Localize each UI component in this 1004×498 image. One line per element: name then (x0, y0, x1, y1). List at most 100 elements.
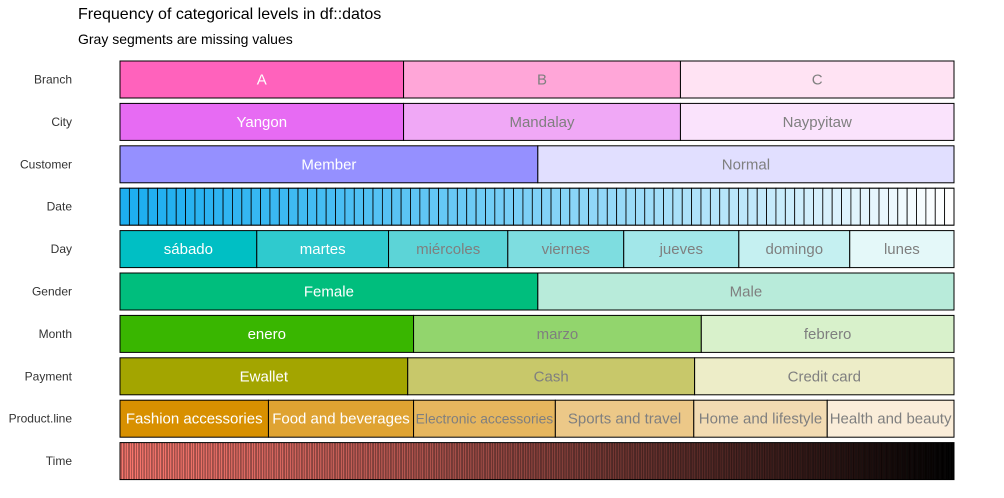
bar-segment (568, 442, 571, 480)
bar-segment (166, 442, 168, 480)
bar-segment (728, 442, 731, 480)
bar-segment (754, 442, 757, 480)
bar-segment (808, 442, 811, 480)
bar-segment (507, 230, 625, 269)
bar-segment (161, 442, 164, 480)
bar-segment (869, 187, 880, 226)
bar-segment (805, 442, 808, 480)
bar-segment (555, 442, 557, 480)
bar-segment (737, 442, 740, 480)
bar-segment (147, 187, 158, 226)
bar-segment (378, 442, 381, 480)
bar-segment (541, 187, 552, 226)
bar-segment (217, 442, 220, 480)
bar-segment (708, 442, 711, 480)
bar-segment (119, 60, 405, 99)
bar-segment (536, 442, 539, 480)
bar-segment (700, 314, 955, 353)
bar-segment (528, 442, 531, 480)
bar-segment (909, 442, 912, 480)
bar-segment (166, 187, 177, 226)
bar-segment (686, 442, 689, 480)
bar-segment (296, 442, 299, 480)
bar-segment-label: Mandalay (509, 114, 575, 131)
bar-segment (276, 442, 279, 480)
row-label: Product.line (9, 412, 73, 426)
bar-segment (749, 442, 752, 480)
bar-segment (675, 442, 678, 480)
bar-segment (515, 442, 518, 480)
bar-segment (317, 442, 320, 480)
bar-segment (650, 442, 653, 480)
bar-segment (597, 187, 608, 226)
bar-segment (694, 357, 955, 396)
bar-segment (589, 442, 592, 480)
bar-segment (627, 442, 630, 480)
bar-segment (475, 187, 486, 226)
bar-segment (807, 442, 810, 480)
bar-segment (147, 442, 150, 480)
bar-segment (640, 442, 643, 480)
bar-segment (299, 442, 302, 480)
bar-segment (462, 442, 465, 480)
bar-segment (719, 187, 730, 226)
bar-segment (822, 442, 824, 480)
bar-segment (248, 442, 251, 480)
bar-segment (868, 442, 871, 480)
bar-segment (797, 442, 800, 480)
bar-segment (869, 442, 872, 480)
bar-segment (271, 442, 274, 480)
bar-segment (845, 442, 848, 480)
bar-segment (316, 442, 318, 480)
bar-segment (390, 442, 393, 480)
bar-segment (679, 102, 955, 141)
bar-segment (520, 442, 523, 480)
bar-segment (424, 442, 427, 480)
bar-segment (360, 442, 363, 480)
bar-segment (522, 187, 533, 226)
bar-segment (459, 442, 462, 480)
bar-segment (859, 442, 862, 480)
bar-segment (365, 442, 368, 480)
bar-segment (446, 442, 449, 480)
bar-segment (348, 442, 351, 480)
bar-segment (416, 442, 419, 480)
bar-segment (535, 442, 538, 480)
bar-segment (236, 442, 239, 480)
bar-segment (907, 442, 910, 480)
bar-segment (668, 442, 671, 480)
bar-segment (648, 442, 651, 480)
bar-segment (950, 442, 953, 480)
bar-segment (662, 442, 665, 480)
bar-segment (841, 442, 844, 480)
bar-segment (477, 442, 480, 480)
bar-segment (813, 442, 816, 480)
bar-segment (258, 442, 261, 480)
bar-segment (729, 442, 732, 480)
bar-segment (355, 442, 358, 480)
bar-segment (693, 399, 828, 438)
bar-segment (663, 187, 674, 226)
bar-segment (581, 442, 584, 480)
bar-segment (124, 442, 127, 480)
bar-segment (198, 442, 201, 480)
bar-segment (812, 442, 815, 480)
bar-segment-label: Food and beverages (272, 411, 410, 428)
bar-segment (518, 442, 521, 480)
bar-segment (789, 442, 792, 480)
bar-segment (128, 442, 131, 480)
bar-segment (822, 187, 833, 226)
bar-segment (676, 442, 679, 480)
bar-segment (537, 145, 955, 184)
bar-segment (616, 187, 627, 226)
bar-segment (490, 442, 493, 480)
bar-segment (353, 442, 356, 480)
bar-segment (798, 442, 801, 480)
bar-segment (119, 399, 269, 438)
bar-outline (119, 442, 955, 481)
bar-segment (162, 442, 165, 480)
bar-segment (800, 442, 803, 480)
bar-segment (738, 230, 851, 269)
bar-segment (220, 442, 223, 480)
